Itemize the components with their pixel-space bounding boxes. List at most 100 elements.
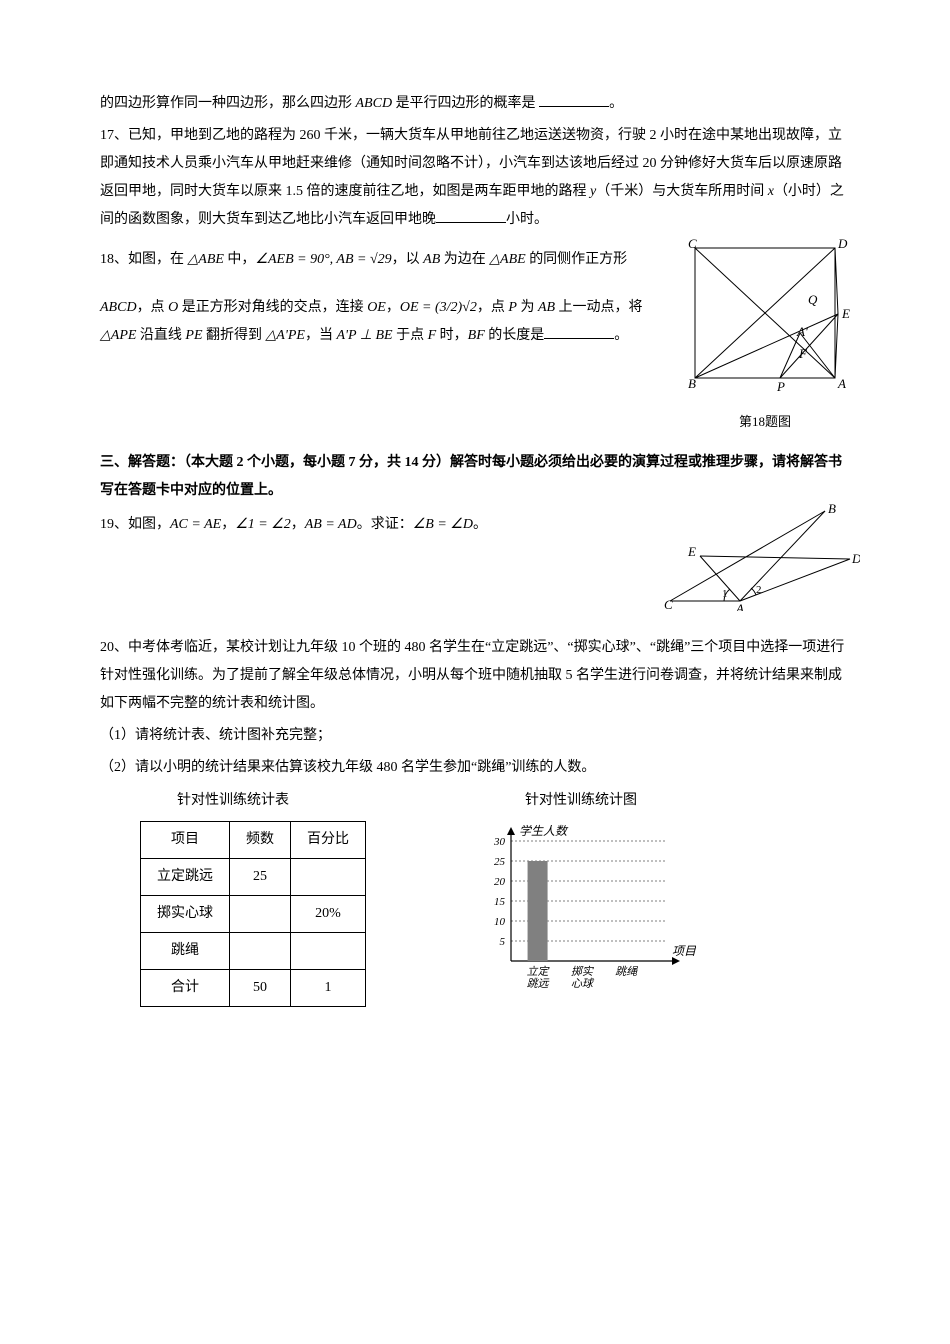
text: 的长度是: [485, 328, 545, 343]
cell: 掷实心球: [141, 896, 230, 933]
q19-svg: B E D C A 1 2: [660, 501, 860, 611]
text: 为: [517, 300, 538, 315]
oe: OE: [367, 300, 386, 315]
p: P: [508, 300, 517, 315]
f: F: [428, 328, 437, 343]
q18-caption: 第18题图: [680, 409, 850, 435]
table-row: 合计 50 1: [141, 970, 366, 1007]
q18-block: C D Q E A' F B P A 第18题图 18、如图，在 △ABE 中，…: [100, 246, 850, 435]
blank-fill: [539, 92, 609, 107]
cell: [230, 896, 291, 933]
q20-bar-chart: 51015202530学生人数项目立定跳远掷实心球跳绳: [466, 821, 696, 1001]
text: 如图，: [128, 517, 170, 532]
blank-fill: [544, 324, 614, 339]
svg-text:10: 10: [494, 916, 506, 928]
tri-abe: △ABE: [188, 252, 224, 267]
text: ，点: [477, 300, 509, 315]
cell: 合计: [141, 970, 230, 1007]
svg-text:跳远: 跳远: [527, 977, 550, 990]
cell: 立定跳远: [141, 859, 230, 896]
tri-abe2: △ABE: [489, 252, 525, 267]
label-2: 2: [756, 584, 762, 596]
text: 中，: [224, 252, 256, 267]
label-b: B: [688, 376, 696, 391]
end: 。: [473, 517, 487, 532]
text: 沿直线: [136, 328, 185, 343]
text: 如图，在: [128, 252, 188, 267]
cell: 25: [230, 859, 291, 896]
svg-text:立定: 立定: [527, 965, 551, 978]
q20-table-title: 针对性训练统计表: [100, 787, 366, 815]
col-header: 项目: [141, 822, 230, 859]
text: 的四边形算作同一种四边形，那么四边形: [100, 96, 352, 111]
ap-perp: A'P ⊥ BE: [336, 328, 392, 343]
oe-eq: OE = (3/2)√2: [400, 300, 477, 315]
text: 。求证：: [357, 517, 413, 532]
text: 中考体考临近，某校计划让九年级 10 个班的 480 名学生在“立定跳远”、“掷…: [100, 640, 844, 711]
text: 上一动点，将: [555, 300, 643, 315]
tri-a1pe: △A'PE: [266, 328, 305, 343]
q-label: 20、: [100, 640, 128, 655]
o: O: [168, 300, 178, 315]
bf: BF: [468, 328, 485, 343]
cell: 跳绳: [141, 933, 230, 970]
text: 小时。: [506, 212, 548, 227]
svg-text:20: 20: [494, 876, 506, 888]
q20-chart-title: 针对性训练统计图: [466, 787, 696, 815]
label-b: B: [828, 501, 836, 516]
cell: [291, 933, 366, 970]
svg-text:25: 25: [494, 856, 506, 868]
comma: ，: [386, 300, 400, 315]
label-d: D: [851, 551, 860, 566]
q17: 17、已知，甲地到乙地的路程为 260 千米，一辆大货车从甲地前往乙地运送送物资…: [100, 122, 850, 234]
eq2: ∠1 = ∠2: [235, 517, 291, 532]
q19-figure: B E D C A 1 2: [660, 501, 850, 622]
angle-eq: ∠AEB = 90°, AB = √29: [255, 252, 391, 267]
cell: 1: [291, 970, 366, 1007]
q20-stats-row: 针对性训练统计表 项目 频数 百分比 立定跳远 25 掷实心球 20% 跳绳: [100, 787, 850, 1012]
text: 是平行四边形的概率是: [396, 96, 536, 111]
blank-fill: [436, 208, 506, 223]
q20-table: 项目 频数 百分比 立定跳远 25 掷实心球 20% 跳绳 合计 50: [140, 821, 366, 1007]
eq1: AC = AE: [170, 517, 221, 532]
q18-svg: C D Q E A' F B P A: [680, 236, 850, 396]
text: ，当: [305, 328, 337, 343]
pe: PE: [185, 328, 202, 343]
cell: 20%: [291, 896, 366, 933]
table-row: 跳绳: [141, 933, 366, 970]
q20-sub2: （2）请以小明的统计结果来估算该校九年级 480 名学生参加“跳绳”训练的人数。: [100, 754, 850, 782]
q20-text: 20、中考体考临近，某校计划让九年级 10 个班的 480 名学生在“立定跳远”…: [100, 634, 850, 718]
svg-text:30: 30: [493, 836, 506, 848]
svg-text:跳绳: 跳绳: [615, 965, 638, 978]
svg-text:项目: 项目: [672, 944, 696, 958]
label-f: F: [798, 346, 808, 361]
table-row: 掷实心球 20%: [141, 896, 366, 933]
label-p: P: [776, 379, 785, 394]
cell: [291, 859, 366, 896]
text: 的同侧作正方形: [526, 252, 628, 267]
abcd: ABCD: [356, 96, 393, 111]
abcd: ABCD: [100, 300, 137, 315]
q20-table-col: 针对性训练统计表 项目 频数 百分比 立定跳远 25 掷实心球 20% 跳绳: [100, 787, 366, 1012]
text: 翻折得到: [203, 328, 266, 343]
svg-text:学生人数: 学生人数: [519, 824, 569, 838]
label-a: A: [837, 376, 846, 391]
q18-figure: C D Q E A' F B P A 第18题图: [680, 236, 850, 435]
col-header: 百分比: [291, 822, 366, 859]
label-a1: A': [796, 324, 808, 339]
tri-ape: △APE: [100, 328, 136, 343]
text: ，点: [137, 300, 169, 315]
label-c: C: [664, 597, 673, 611]
cell: [230, 933, 291, 970]
ab2: AB: [538, 300, 555, 315]
q20-sub1: （1）请将统计表、统计图补充完整；: [100, 722, 850, 750]
label-d: D: [837, 236, 848, 251]
svg-text:15: 15: [494, 896, 506, 908]
section-3-heading: 三、解答题：（本大题 2 个小题，每小题 7 分，共 14 分）解答时每小题必须…: [100, 449, 850, 505]
text: ，以: [392, 252, 424, 267]
label-a: A: [735, 601, 744, 611]
end: 。: [614, 328, 628, 343]
text: 时，: [436, 328, 468, 343]
svg-text:掷实: 掷实: [571, 965, 595, 978]
text: 为边在: [440, 252, 489, 267]
